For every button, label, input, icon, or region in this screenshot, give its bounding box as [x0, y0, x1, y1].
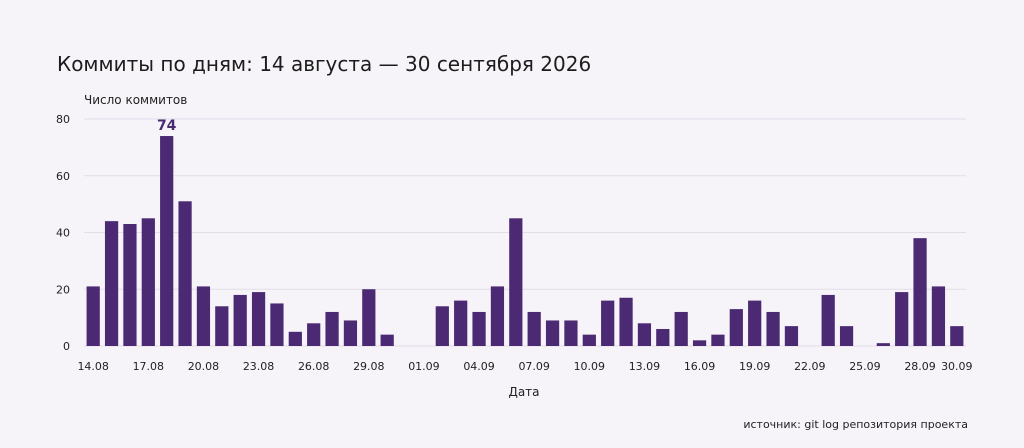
y-axis-label: Число коммитов — [84, 93, 188, 107]
bar-24.08 — [270, 303, 284, 346]
bar-09.09 — [564, 320, 578, 346]
bar-26.09 — [876, 343, 890, 346]
x-tick-label: 20.08 — [188, 360, 220, 373]
x-tick-label: 30.09 — [941, 360, 973, 373]
bar-18.08 — [160, 136, 174, 346]
bar-06.09 — [509, 218, 523, 346]
source-note: источник: git log репозитория проекта — [743, 418, 968, 431]
x-axis-label: Дата — [508, 385, 539, 399]
y-tick-labels: 0 20 40 60 80 — [56, 113, 70, 353]
bar-21.08 — [215, 306, 229, 346]
bar-29.09 — [931, 286, 946, 346]
x-tick-label: 14.08 — [77, 360, 109, 373]
bar-17.08 — [141, 218, 155, 346]
bar-04.09 — [472, 311, 486, 346]
x-tick-label: 01.09 — [408, 360, 440, 373]
bar-08.09 — [545, 320, 560, 346]
bar-30.09 — [950, 326, 964, 346]
bar-27.08 — [325, 311, 339, 346]
bar-19.08 — [178, 201, 192, 346]
y-tick-label: 0 — [63, 340, 70, 353]
bar-24.09 — [839, 326, 854, 346]
bar-10.09 — [582, 334, 596, 346]
bar-28.08 — [343, 320, 358, 346]
bar-18.09 — [729, 309, 743, 346]
x-tick-label: 07.09 — [518, 360, 550, 373]
annotations: 74 — [157, 118, 177, 134]
bar-07.09 — [527, 311, 541, 346]
bar-02.09 — [435, 306, 449, 346]
x-tick-label: 25.09 — [849, 360, 881, 373]
x-tick-label: 16.09 — [684, 360, 716, 373]
bar-05.09 — [490, 286, 505, 346]
bar-23.08 — [251, 292, 266, 346]
bar-11.09 — [601, 300, 615, 346]
gridlines — [84, 118, 966, 347]
bar-15.08 — [104, 221, 119, 346]
bar-28.09 — [913, 238, 927, 346]
bar-16.09 — [692, 340, 707, 346]
bar-14.08 — [86, 286, 100, 346]
bar-25.08 — [288, 331, 302, 346]
x-tick-labels: 14.08 17.08 20.08 23.08 26.08 29.08 01.09 04.09… — [77, 360, 972, 373]
x-tick-label: 04.09 — [463, 360, 495, 373]
x-tick-label: 13.09 — [629, 360, 661, 373]
bar-03.09 — [454, 300, 468, 346]
bar-15.09 — [674, 311, 688, 346]
bar-20.09 — [766, 311, 780, 346]
bar-30.08 — [380, 334, 394, 346]
bar-21.09 — [784, 326, 799, 346]
y-tick-label: 80 — [56, 113, 70, 126]
y-tick-label: 60 — [56, 170, 70, 183]
bars — [86, 136, 964, 346]
y-tick-label: 40 — [56, 227, 70, 240]
bar-20.08 — [196, 286, 211, 346]
peak-label: 74 — [157, 118, 177, 134]
bar-29.08 — [362, 289, 376, 346]
x-tick-label: 17.08 — [133, 360, 165, 373]
bar-16.08 — [123, 223, 137, 346]
bar-26.08 — [307, 323, 321, 346]
bar-27.09 — [895, 292, 909, 346]
bar-23.09 — [821, 294, 835, 346]
x-tick-label: 23.08 — [243, 360, 275, 373]
x-tick-label: 19.09 — [739, 360, 771, 373]
bar-22.08 — [233, 294, 247, 346]
x-tick-label: 10.09 — [574, 360, 606, 373]
bar-12.09 — [619, 297, 633, 346]
x-tick-label: 22.09 — [794, 360, 826, 373]
x-tick-label: 26.08 — [298, 360, 330, 373]
x-tick-label: 28.09 — [904, 360, 936, 373]
bar-14.09 — [656, 328, 670, 346]
y-tick-label: 20 — [56, 283, 70, 296]
x-tick-label: 29.08 — [353, 360, 385, 373]
bar-17.09 — [711, 334, 725, 346]
chart-title: Коммиты по дням: 14 августа — 30 сентябр… — [57, 52, 592, 76]
bar-19.09 — [748, 300, 762, 346]
bar-13.09 — [637, 323, 652, 346]
